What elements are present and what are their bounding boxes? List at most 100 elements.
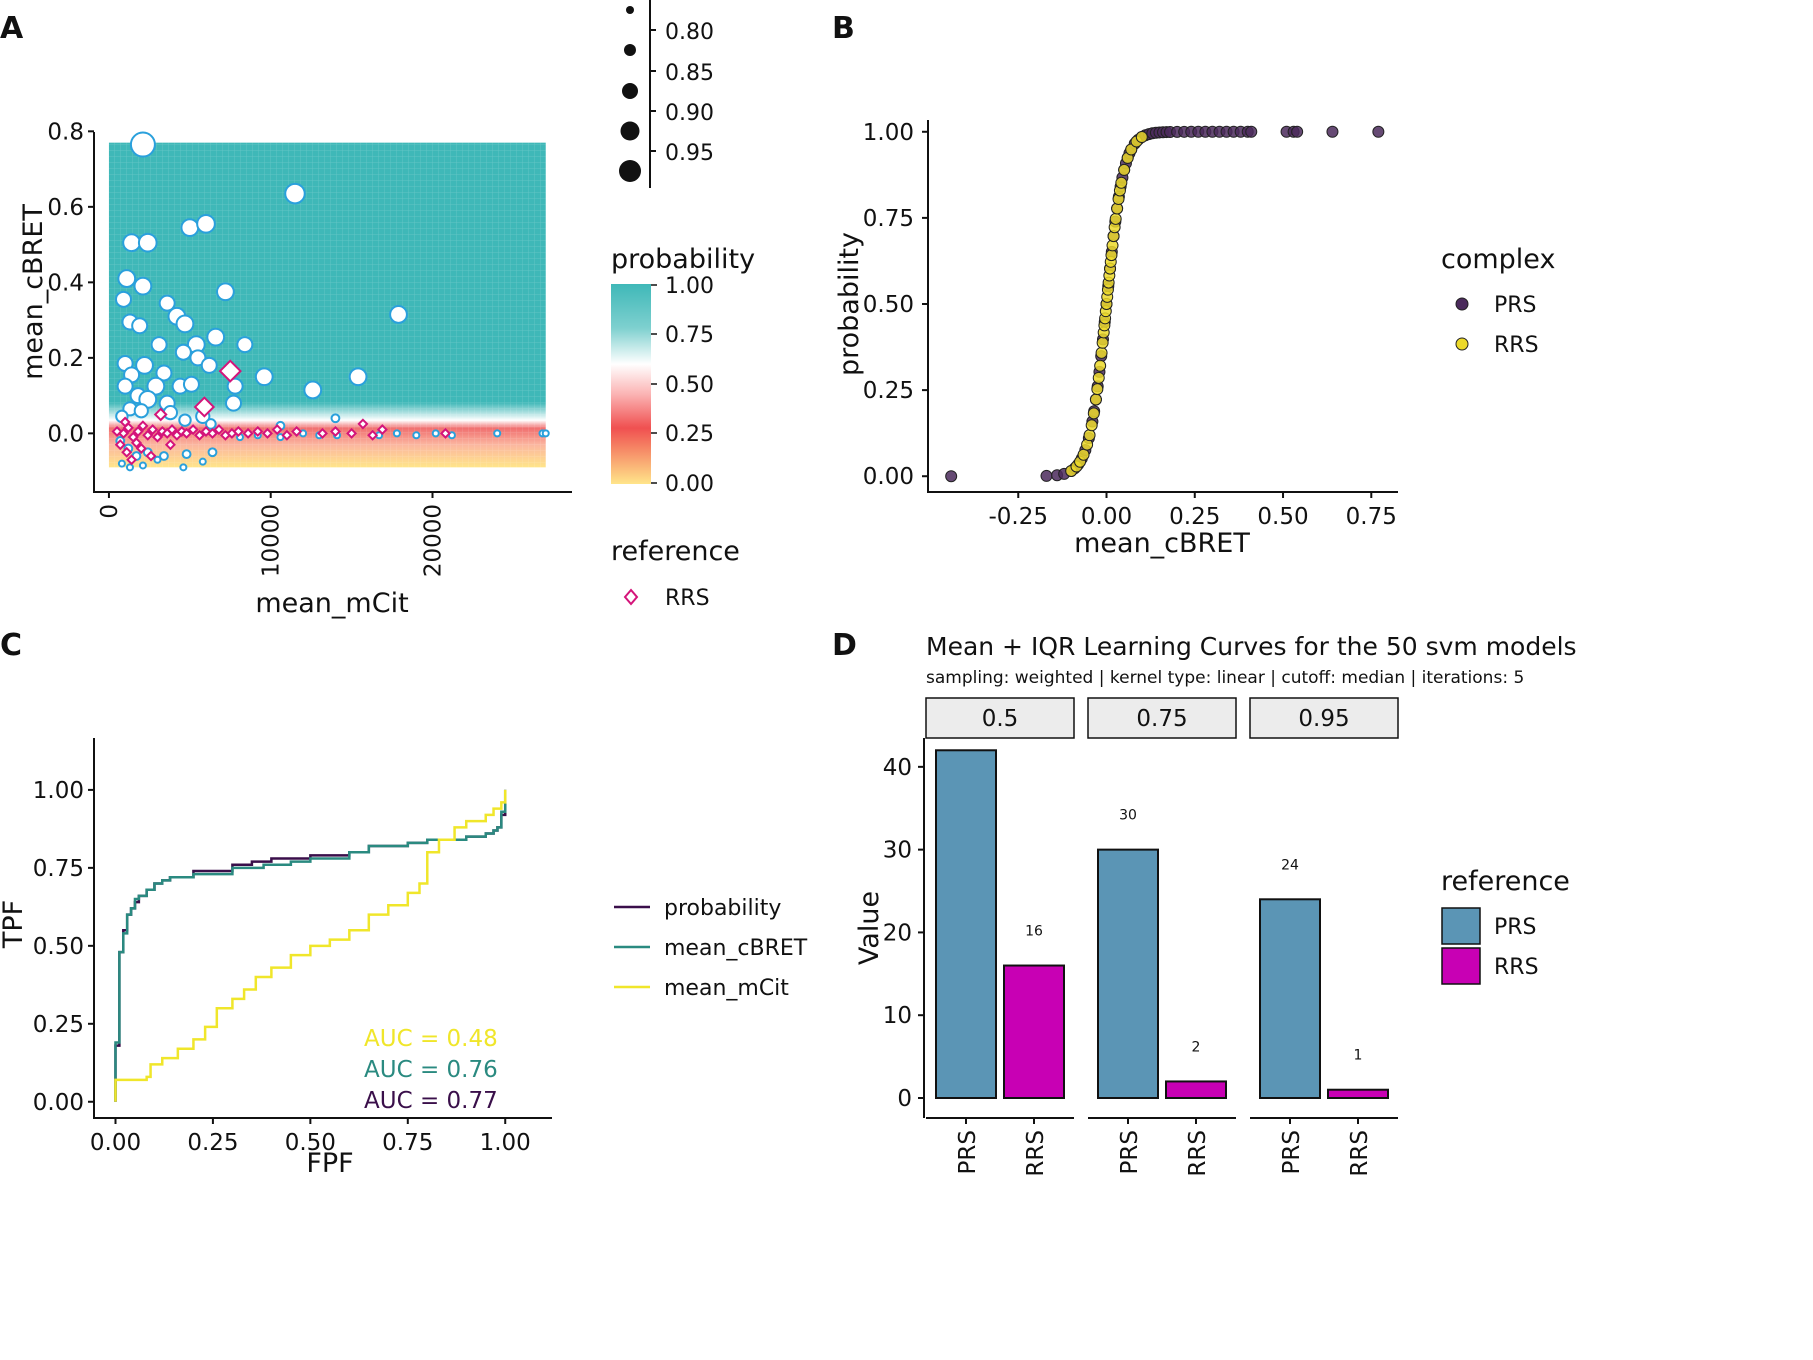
- d-y-axis-title: Value: [854, 891, 885, 965]
- complex-legend-title: complex: [1441, 244, 1555, 275]
- bar-prs: [1259, 898, 1321, 1099]
- facet-strip-label: 0.95: [1298, 706, 1349, 732]
- rrs-point: [111, 425, 123, 437]
- probability-legend-tick: 0.25: [665, 422, 714, 447]
- a-y-tick-label: 0.4: [47, 270, 84, 296]
- rrs-point: [117, 427, 130, 439]
- bar-value-label: 1: [1354, 1048, 1363, 1064]
- probability-colorbar: [611, 284, 651, 484]
- a-points: [111, 131, 550, 472]
- reference-legend-d: reference PRS RRS: [1441, 866, 1570, 985]
- prs-point: [254, 367, 274, 387]
- prs-point: [133, 403, 149, 419]
- prs-point: [348, 367, 368, 387]
- diamond-icon: [623, 588, 639, 606]
- rrs-point: [181, 427, 193, 439]
- prs-point: [135, 356, 154, 375]
- prs-point: [1291, 125, 1304, 138]
- size-legend: 0.80 0.85 0.90 0.95: [619, 0, 714, 188]
- c-x-axis-title: FPF: [306, 1148, 353, 1179]
- rrs-point: [147, 424, 159, 436]
- d-ticks: 0 10 20 30 40: [883, 738, 925, 1118]
- prs-point: [206, 327, 226, 347]
- bar-rrs: [1327, 1088, 1389, 1100]
- panel-a: A 0.00.20.40.60.80 10000 20000 mean_mCit m…: [0, 0, 755, 619]
- prs-point: [117, 269, 137, 288]
- auc-label: AUC = 0.76: [364, 1057, 498, 1083]
- size-legend-dot: [619, 160, 641, 182]
- rrs-point: [130, 437, 142, 449]
- c-lines: [114, 789, 507, 1102]
- a-x-axis-title: mean_mCit: [255, 588, 408, 619]
- panel-c: C 0.00 0.25 0.50 0.75 1.00 0.00 0.25 0.50 0.75 1.…: [0, 628, 808, 1179]
- roc-line-mean_mCit: [114, 789, 507, 1102]
- rrs-point: [232, 425, 244, 437]
- rrs-point: [119, 416, 131, 428]
- bar-value-label: 16: [1025, 924, 1043, 940]
- prs-point: [179, 463, 188, 472]
- rrs-point: [142, 429, 154, 441]
- c-x-tick-label: 1.00: [480, 1130, 531, 1156]
- prs-point: [125, 463, 134, 472]
- size-legend-dot: [626, 6, 634, 14]
- bar-value-label: 2: [1192, 1039, 1201, 1055]
- prs-point: [1372, 125, 1385, 138]
- panel-d: D Mean + IQR Learning Curves for the 50 …: [832, 628, 1577, 1177]
- probability-legend-title: probability: [611, 244, 755, 275]
- reference-legend-a: reference RRS: [611, 536, 740, 611]
- rrs-point: [271, 424, 283, 436]
- prs-point: [216, 282, 235, 302]
- b-y-tick-label: 1.00: [863, 120, 914, 146]
- rrs-point: [1092, 371, 1105, 384]
- b-x-axis-title: mean_cBRET: [1074, 528, 1250, 559]
- prs-point: [138, 461, 147, 470]
- rrs-point: [121, 446, 133, 458]
- probability-legend-tick: 0.75: [665, 323, 714, 348]
- rrs-point: [1083, 429, 1096, 442]
- prs-point: [389, 305, 408, 324]
- a-x-tick-label: 20000: [420, 504, 446, 577]
- rrs-point: [242, 427, 254, 439]
- prs-point: [330, 413, 341, 424]
- c-y-tick-label: 0.00: [33, 1090, 84, 1116]
- facet-0.75: 0.75 30 PRS 2 RRS: [1087, 697, 1237, 1177]
- rrs-point: [206, 427, 218, 439]
- c-y-axis-title: TPF: [0, 900, 29, 949]
- b-y-tick-label: 0.75: [863, 206, 914, 232]
- rrs-dot-icon: [1455, 337, 1469, 351]
- panel-label-b: B: [832, 11, 855, 46]
- b-y-tick-label: 0.00: [863, 464, 914, 490]
- probability-background-grid: [108, 142, 546, 468]
- rrs-point: [316, 427, 328, 439]
- prs-point: [236, 336, 254, 354]
- facet-strip: [1087, 697, 1237, 739]
- prs-point: [174, 343, 192, 361]
- probability-legend-tick: 1.00: [665, 274, 714, 299]
- d-subtitle: sampling: weighted | kernel type: linear…: [926, 668, 1524, 688]
- d-x-tick-label: RRS: [1347, 1130, 1373, 1177]
- prs-point: [115, 290, 133, 308]
- a-ticks: 0.0 0.2 0.4 0.6 0.8 0 10000 20000: [47, 119, 446, 577]
- a-y-axis-title: mean_cBRET: [18, 204, 49, 380]
- rrs-point: [1094, 359, 1107, 372]
- rrs-point: [346, 427, 358, 439]
- prs-point: [1245, 125, 1258, 138]
- prs-point: [205, 418, 217, 430]
- c-x-tick-label: 0.50: [285, 1130, 336, 1156]
- prs-point: [200, 356, 218, 374]
- panel-label-d: D: [832, 628, 857, 663]
- rrs-point: [126, 454, 138, 466]
- rrs-point: [439, 427, 451, 439]
- c-ticks: 0.00 0.25 0.50 0.75 1.00 0.00 0.25 0.50 0.75 1.00: [33, 778, 531, 1156]
- facet-strip: [925, 697, 1075, 739]
- d-y-tick-label: 0: [897, 1086, 912, 1112]
- prs-point: [431, 429, 440, 438]
- rrs-point: [187, 424, 199, 436]
- rrs-point: [367, 429, 379, 441]
- rrs-point: [218, 359, 242, 383]
- a-x-tick-label: 10000: [259, 504, 285, 577]
- reference-legend-item: RRS: [665, 586, 710, 611]
- prs-point: [129, 131, 156, 158]
- prs-point: [137, 232, 158, 253]
